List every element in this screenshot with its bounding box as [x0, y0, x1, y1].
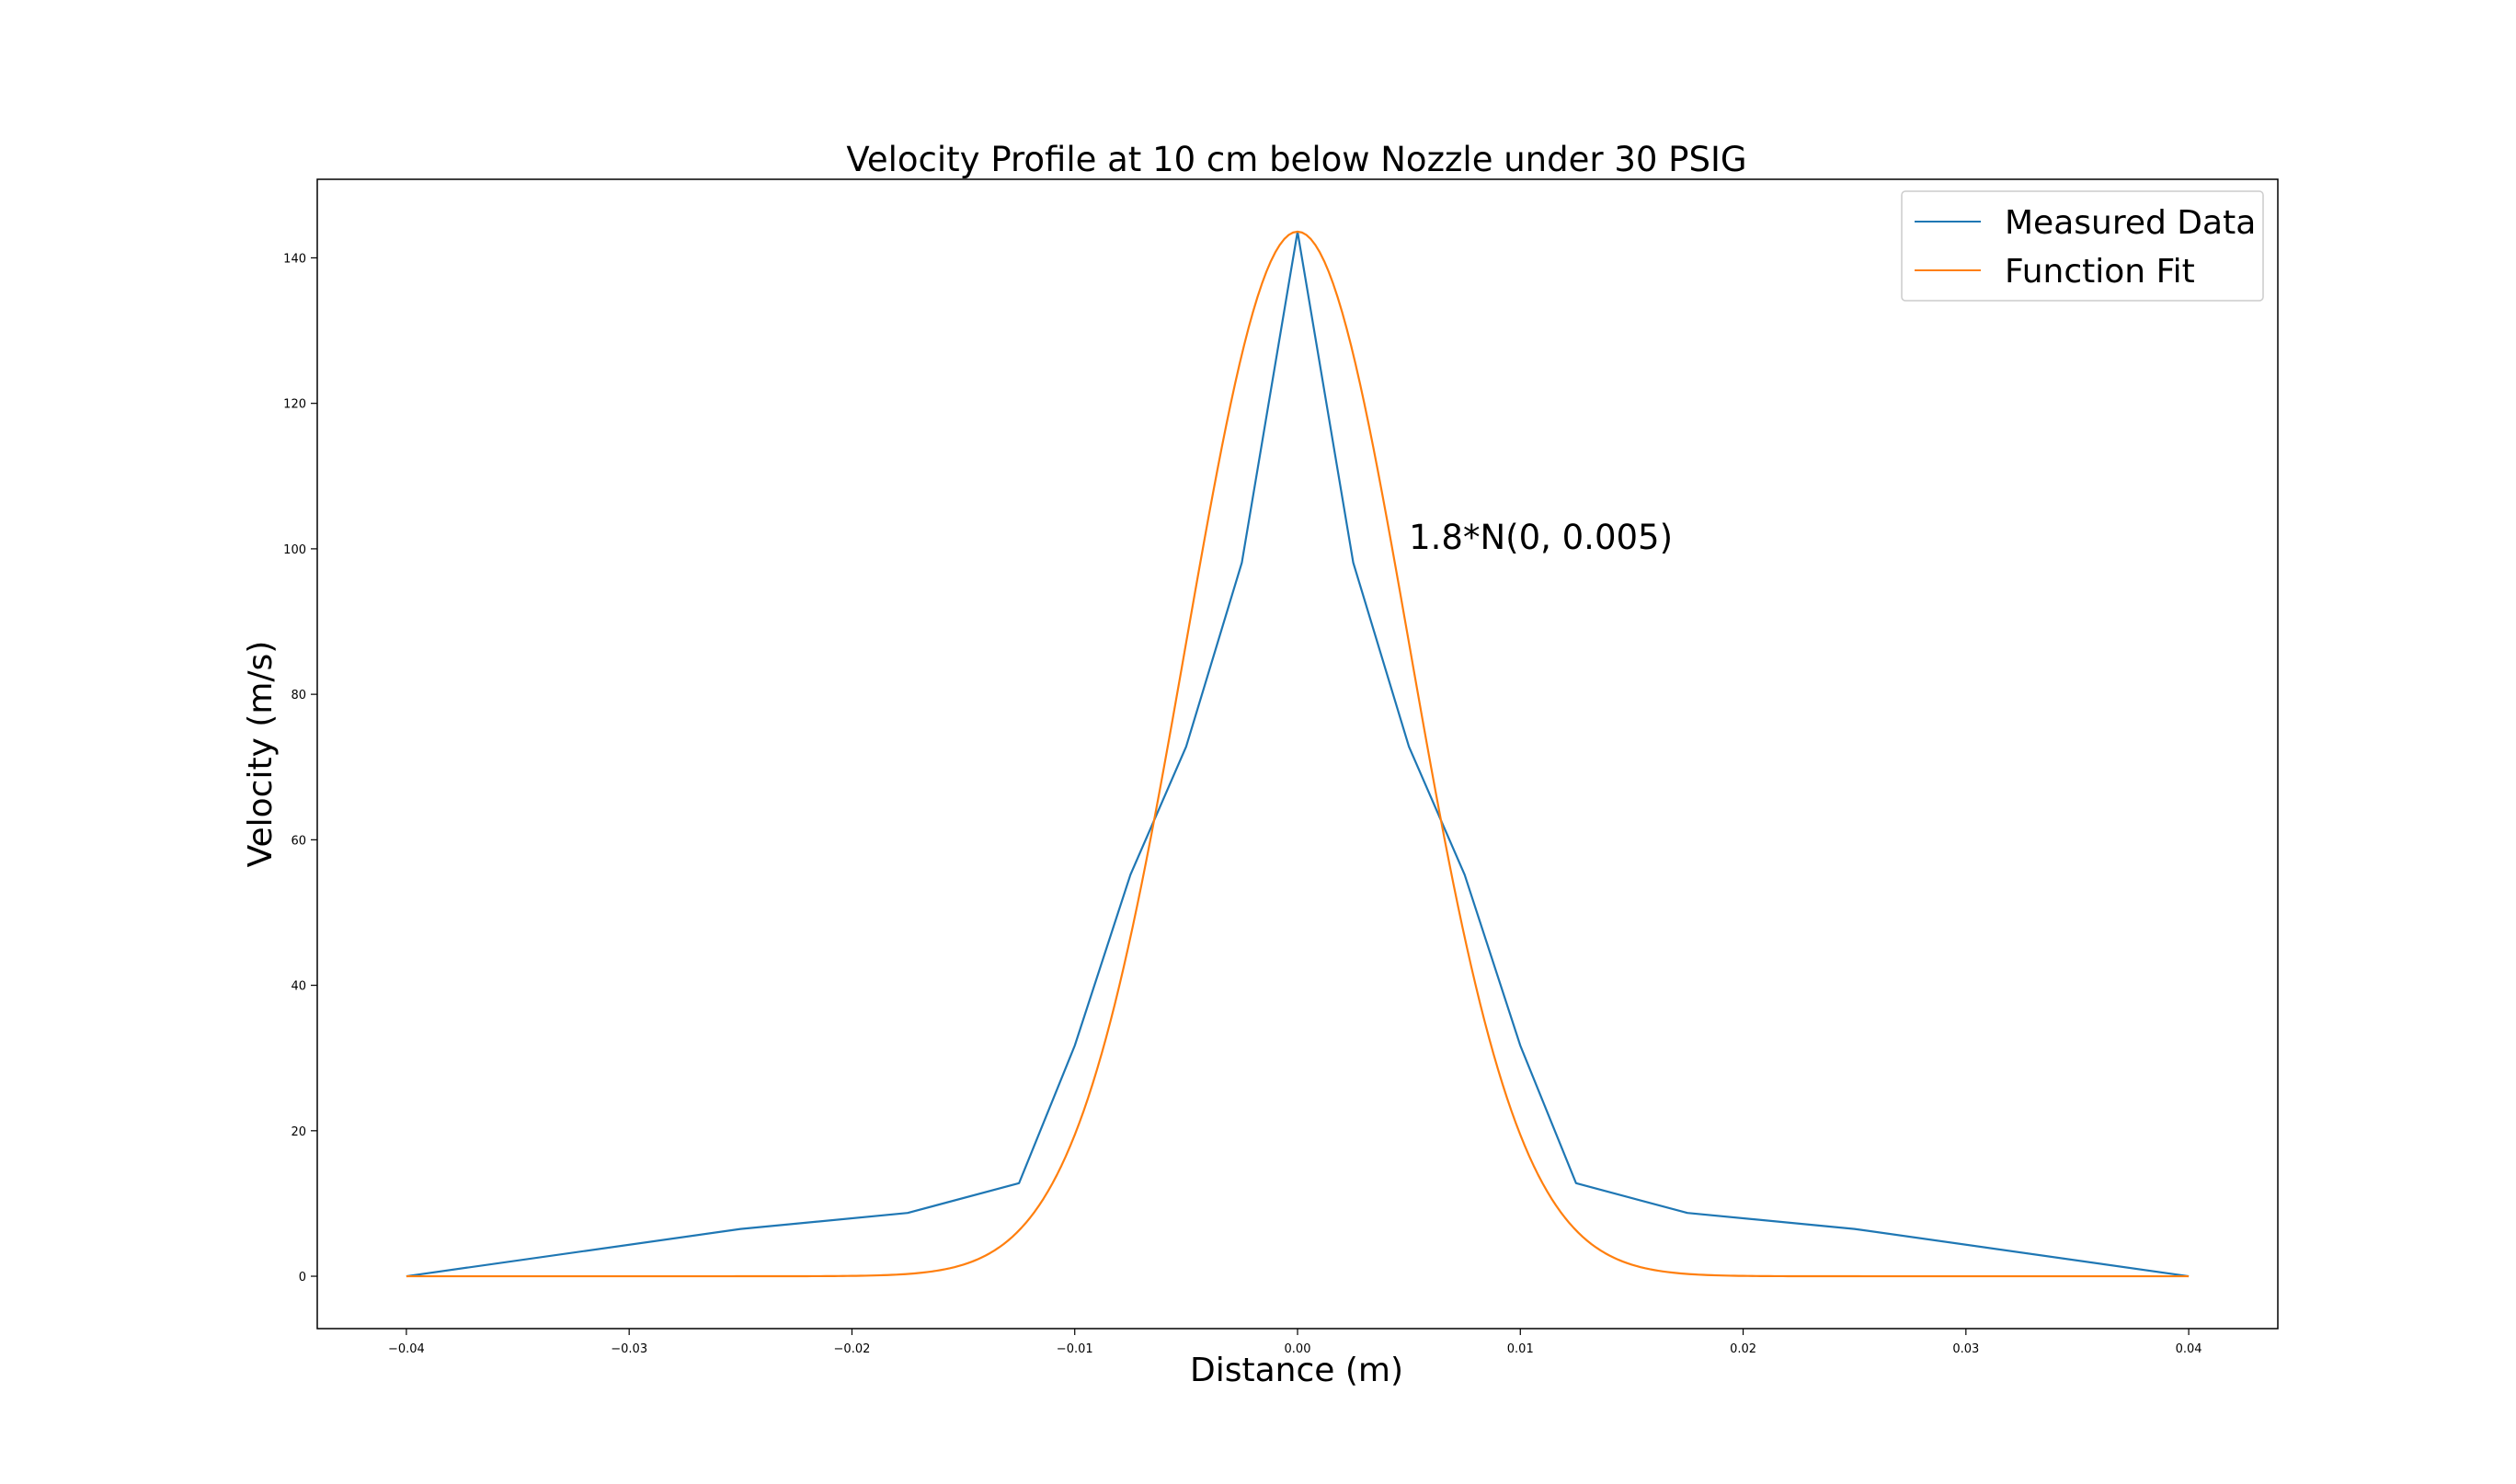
x-axis-ticks: −0.04 −0.03 −0.02 −0.01 0.00 0.01 0.02 0.03 0.04: [388, 1329, 2202, 1356]
legend: Measured Data Function Fit: [1901, 190, 2264, 302]
y-tick-label: 60: [291, 834, 306, 848]
x-axis-label: Distance (m): [1190, 1352, 1403, 1389]
legend-label-measured: Measured Data: [2005, 204, 2256, 242]
y-tick-label: 40: [291, 980, 306, 994]
y-tick-label: 120: [283, 398, 306, 412]
x-tick-label: 0.04: [2176, 1342, 2202, 1356]
x-tick-label: 0.01: [1507, 1342, 1534, 1356]
x-tick-label: −0.02: [834, 1342, 871, 1356]
x-tick-label: −0.03: [611, 1342, 647, 1356]
y-tick-label: 80: [291, 689, 306, 702]
fit-annotation: 1.8*N(0, 0.005): [1409, 518, 1673, 557]
chart-title: Velocity Profile at 10 cm below Nozzle u…: [846, 140, 1746, 179]
y-tick-label: 20: [291, 1125, 306, 1139]
y-tick-label: 100: [283, 543, 306, 557]
x-tick-label: 0.00: [1285, 1342, 1311, 1356]
x-tick-label: −0.01: [1057, 1342, 1093, 1356]
plot-area: −0.04 −0.03 −0.02 −0.01 0.00 0.01 0.02 0.03 0.04…: [283, 178, 2279, 1356]
series-layer: [406, 230, 2190, 1278]
legend-label-fit: Function Fit: [2005, 253, 2195, 291]
x-tick-label: 0.02: [1730, 1342, 1756, 1356]
x-tick-label: 0.03: [1952, 1342, 1979, 1356]
y-axis-ticks: 0 20 40 60 80 100 120 140: [283, 252, 317, 1284]
y-axis-label: Velocity (m/s): [242, 641, 280, 868]
y-tick-label: 0: [299, 1271, 306, 1284]
legend-box: [1901, 190, 2264, 302]
y-tick-label: 140: [283, 252, 306, 266]
function-fit-line: [406, 230, 2190, 1278]
x-tick-label: −0.04: [388, 1342, 425, 1356]
